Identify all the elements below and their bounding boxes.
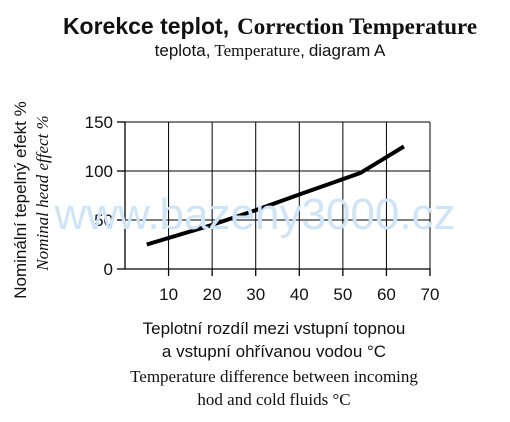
y-tick-label-150: 150 [85,113,113,132]
x-tick-labels: 10 20 30 40 50 60 70 [159,285,439,304]
axes [117,121,431,276]
chart-title: Korekce teplot, Correction Temperature [63,13,477,39]
x-tick-label-10: 10 [159,285,178,304]
subtitle-cz2: diagram A [309,41,386,60]
x-tick-label-20: 20 [203,285,222,304]
y-tick-labels: 0 50 100 150 [85,113,113,279]
y-tick-label-0: 0 [104,260,113,279]
watermark: www.bazeny3000.cz [53,190,455,239]
series-line-0 [146,144,405,247]
y-tick-label-100: 100 [85,162,113,181]
subtitle-sep1: , [206,41,211,60]
y-axis-label-en: Nominal head effect % [33,115,52,271]
x-axis-label-en-line2: hod and cold fluids °C [197,390,350,409]
x-tick-label-50: 50 [333,285,352,304]
y-tick-label-50: 50 [94,211,113,230]
y-axis-label-cz: Nominální tepelný efekt % [11,101,30,299]
x-axis-label-cz-line1: Teplotní rozdíl mezi vstupní topnou [143,319,406,338]
chart-subtitle: teplota, Temperature, diagram A [155,41,386,60]
title-en: Correction Temperature [237,14,477,39]
x-axis-label-cz-line2: a vstupní ohřívanou vodou °C [162,342,386,361]
x-axis-label-en-line1: Temperature difference between incoming [130,367,418,386]
subtitle-cz1: teplota [155,41,207,60]
subtitle-en1: Temperature [214,41,300,60]
subtitle-sep2: , [300,41,305,60]
title-cz: Korekce teplot, [63,13,229,39]
x-tick-label-60: 60 [377,285,396,304]
series [146,144,405,247]
x-tick-label-70: 70 [421,285,440,304]
x-tick-label-30: 30 [246,285,265,304]
x-tick-label-40: 40 [290,285,309,304]
grid-lines [125,121,431,269]
